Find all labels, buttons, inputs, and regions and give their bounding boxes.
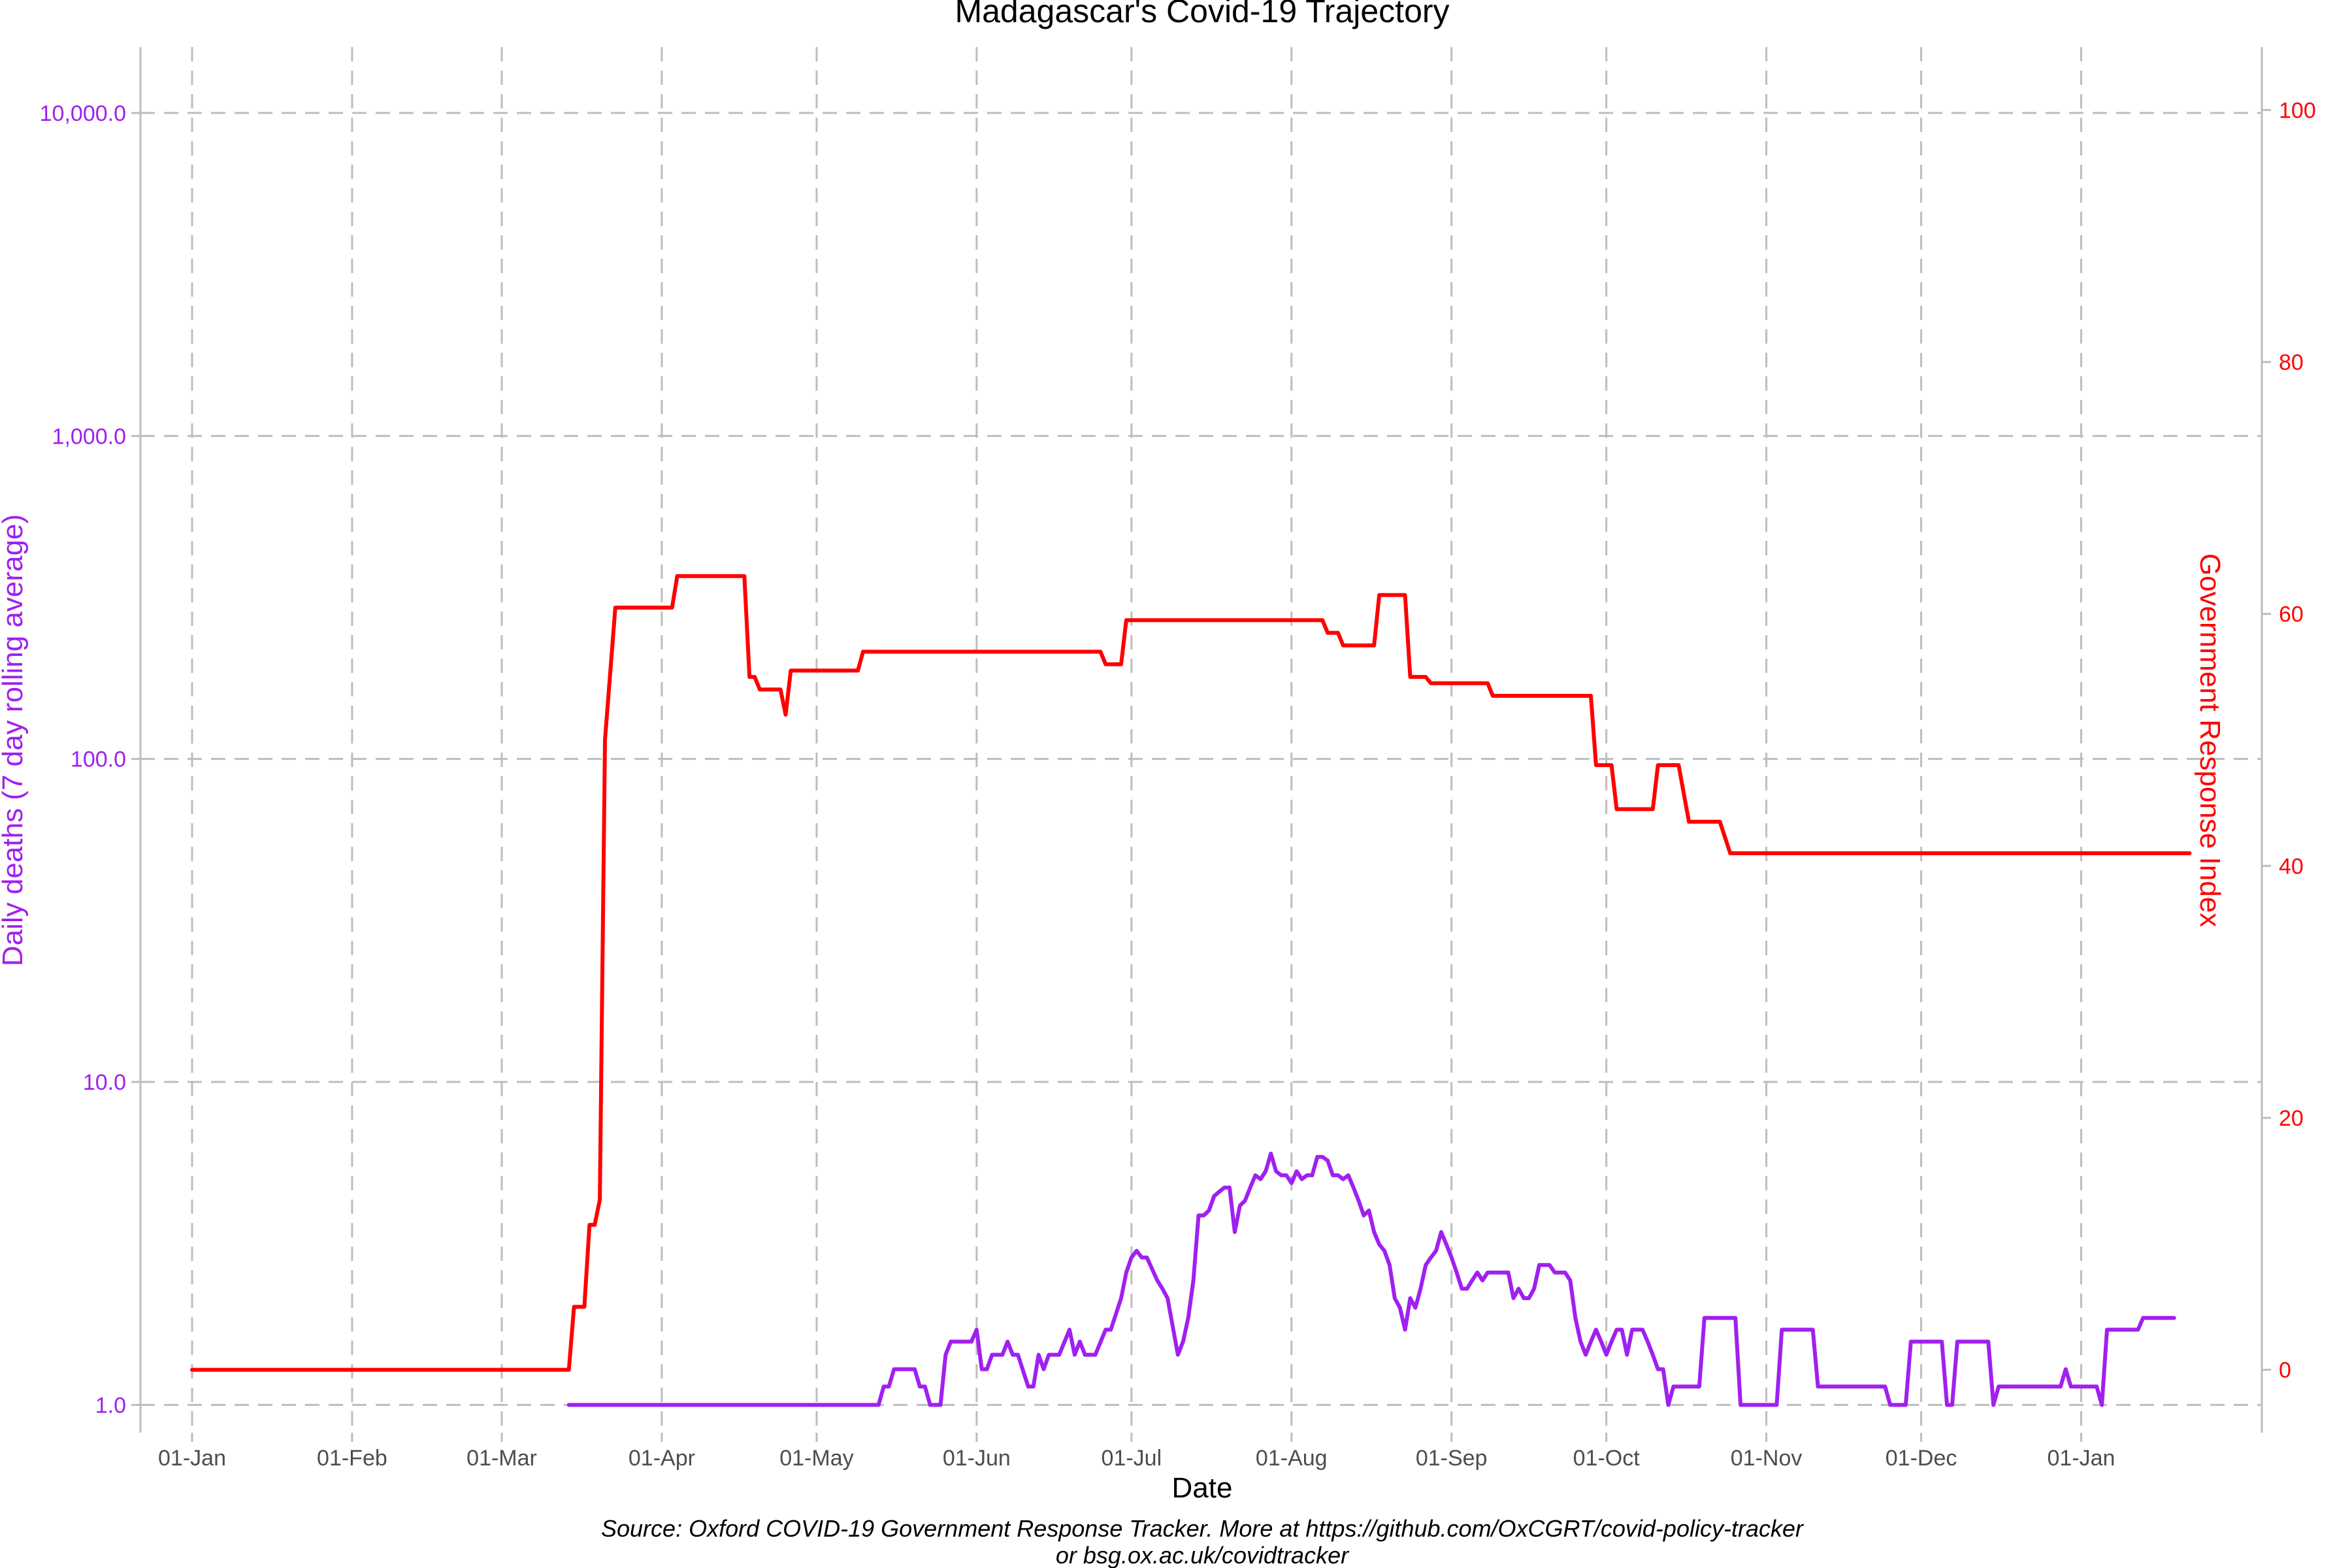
x-tick-label: 01-Apr (629, 1446, 695, 1471)
x-tick-label: 01-Jan (158, 1446, 226, 1471)
y-axis-right-title: Government Response Index (2194, 553, 2226, 927)
y-right-tick-label: 0 (2279, 1358, 2291, 1383)
government-response-index-line (190, 574, 2192, 1372)
y-left-tick-label: 1,000.0 (52, 424, 126, 449)
x-tick-label: 01-May (779, 1446, 853, 1471)
x-tick-label: 01-Feb (317, 1446, 387, 1471)
x-tick-label: 01-Nov (1731, 1446, 1803, 1471)
x-tick-label: 01-Jul (1102, 1446, 1162, 1471)
y-left-tick-label: 1.0 (95, 1393, 126, 1418)
x-tick-label: 01-Sep (1416, 1446, 1488, 1471)
source-caption-line-1: Source: Oxford COVID-19 Government Respo… (601, 1515, 1805, 1542)
x-tick-label: 01-Jan (2048, 1446, 2115, 1471)
x-tick-label: 01-Mar (466, 1446, 537, 1471)
x-axis-title: Date (1172, 1472, 1233, 1504)
x-tick-label: 01-Aug (1256, 1446, 1328, 1471)
grid-layer (140, 47, 2262, 1433)
y-left-tick-label: 10.0 (83, 1070, 126, 1095)
y-right-tick-label: 20 (2279, 1106, 2304, 1131)
series-layer (190, 574, 2192, 1407)
y-left-tick-label: 10,000.0 (40, 101, 126, 126)
y-right-tick-label: 40 (2279, 854, 2304, 879)
axis-layer: 01-Jan 01-Feb 01-Mar 01-Apr 01-May 01-Jun 01-J… (40, 47, 2316, 1471)
y-axis-left-title: Daily deaths (7 day rolling average) (0, 514, 29, 966)
label-layer: Madagascar's Covid-19 Trajectory Date Da… (0, 0, 2226, 1568)
chart-title: Madagascar's Covid-19 Trajectory (955, 0, 1449, 29)
source-caption-line-2: or bsg.ox.ac.uk/covidtracker (1056, 1542, 1350, 1568)
x-tick-label: 01-Jun (943, 1446, 1011, 1471)
daily-deaths-line (566, 1151, 2176, 1407)
x-tick-label: 01-Oct (1573, 1446, 1641, 1471)
y-right-tick-label: 60 (2279, 602, 2304, 627)
y-right-tick-label: 100 (2279, 98, 2316, 123)
y-left-tick-label: 100.0 (71, 747, 126, 772)
x-tick-label: 01-Dec (1886, 1446, 1957, 1471)
y-right-tick-label: 80 (2279, 350, 2304, 375)
